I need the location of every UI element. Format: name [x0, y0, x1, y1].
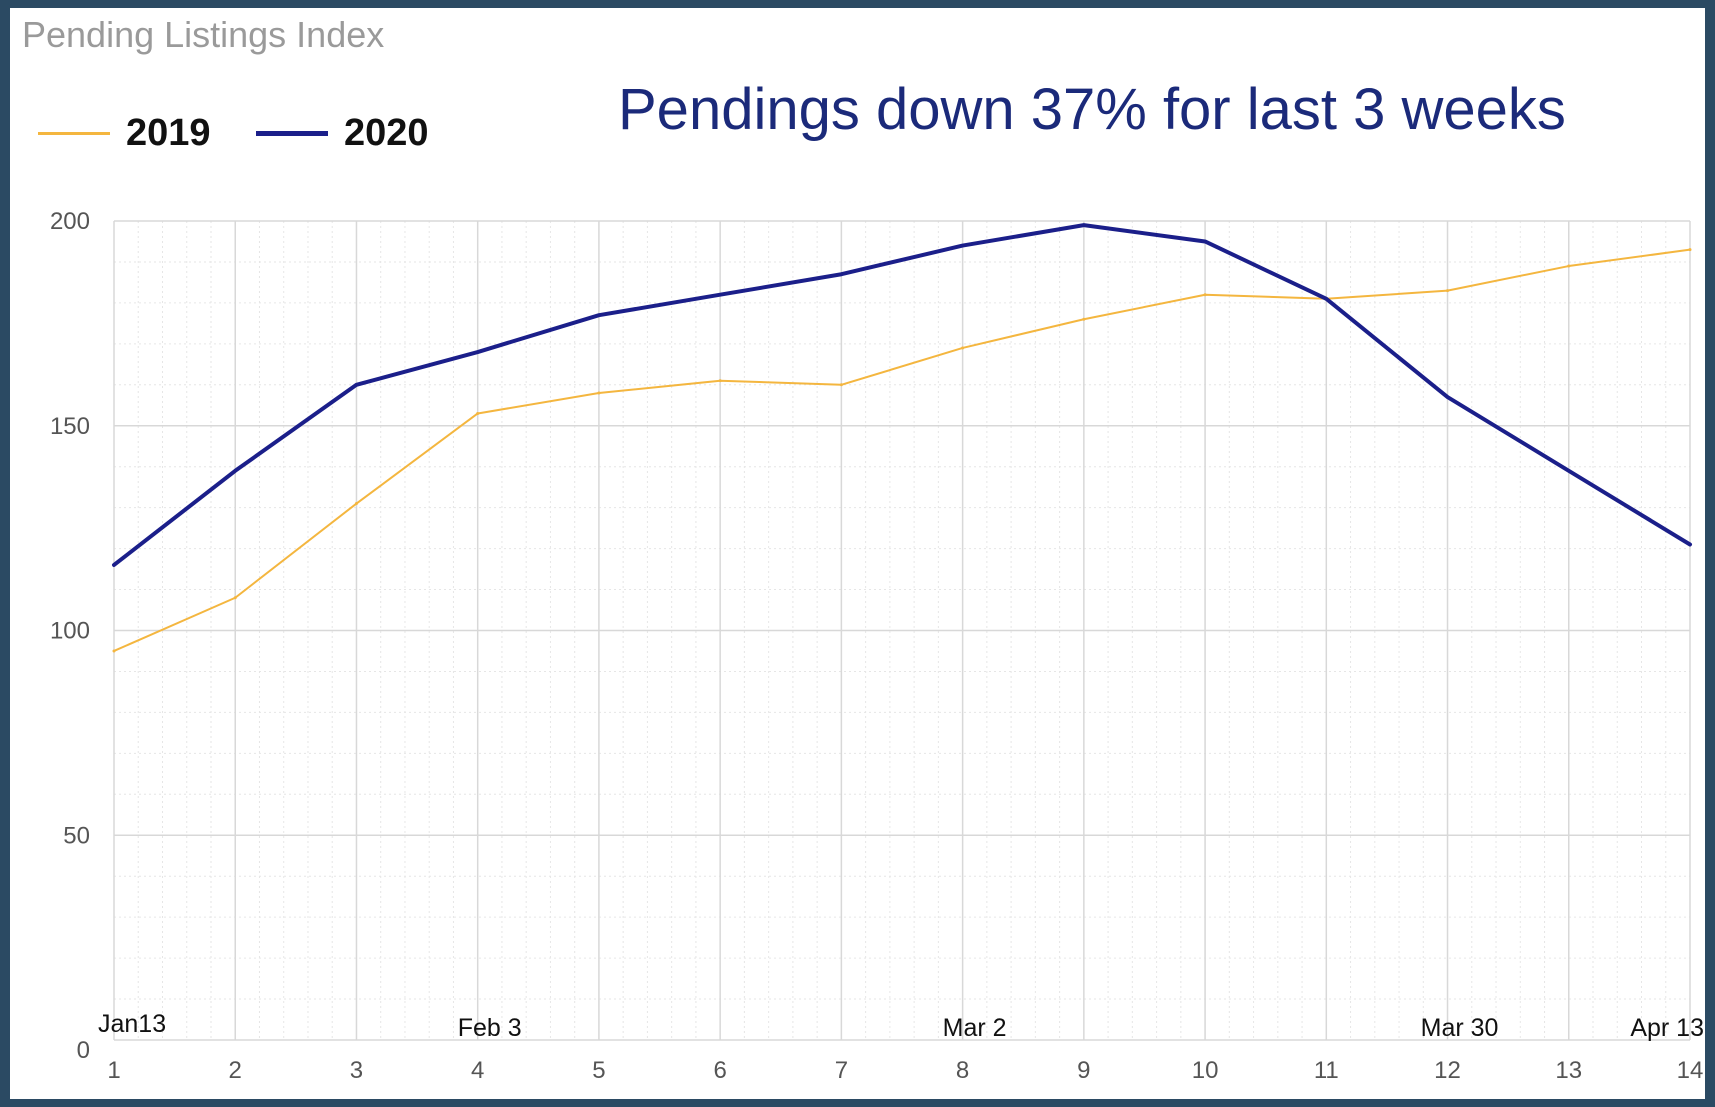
date-label: Mar 30	[1421, 1014, 1499, 1042]
minor-grid	[114, 221, 1690, 1040]
data-point-2019	[839, 383, 843, 387]
data-point-2020	[718, 293, 722, 297]
chart-title: Pending Listings Index	[22, 14, 385, 55]
legend-swatch-2019	[38, 132, 110, 135]
x-tick-label: 2	[229, 1057, 242, 1084]
x-tick-label: 9	[1077, 1057, 1090, 1084]
data-point-2020	[1446, 395, 1450, 399]
data-point-2019	[1203, 293, 1207, 297]
x-tick-label: 3	[350, 1057, 363, 1084]
data-point-2019	[1567, 264, 1571, 268]
series-line-2020	[112, 223, 1692, 567]
data-point-2019	[233, 596, 237, 600]
major-grid	[113, 220, 1691, 1041]
data-point-2020	[112, 563, 116, 567]
data-point-2020	[839, 272, 843, 276]
data-point-2020	[354, 383, 358, 387]
x-tick-label: 11	[1314, 1057, 1339, 1084]
y-tick-label: 150	[50, 413, 90, 440]
date-label: Mar 2	[943, 1014, 1007, 1042]
x-tick-label: 4	[471, 1057, 484, 1084]
x-tick-label: 12	[1434, 1057, 1461, 1084]
x-tick-label: 14	[1677, 1057, 1704, 1084]
data-point-2020	[476, 350, 480, 354]
date-label: Jan13	[98, 1010, 166, 1038]
x-tick-label: 5	[592, 1057, 605, 1084]
data-point-2019	[1446, 289, 1450, 293]
data-point-2020	[1688, 543, 1692, 547]
x-tick-label: 6	[713, 1057, 726, 1084]
data-point-2020	[1567, 469, 1571, 473]
legend-label-2019: 2019	[126, 112, 211, 154]
data-point-2019	[354, 502, 358, 506]
x-tick-label: 7	[835, 1057, 848, 1084]
data-point-2019	[718, 379, 722, 383]
chart-annotation: Pendings down 37% for last 3 weeks	[618, 77, 1566, 142]
data-point-2020	[1324, 297, 1328, 301]
data-point-2020	[1082, 223, 1086, 227]
data-point-2019	[112, 649, 116, 653]
x-tick-label: 8	[956, 1057, 969, 1084]
data-point-2020	[1203, 239, 1207, 243]
data-point-2019	[961, 346, 965, 350]
data-point-2020	[961, 244, 965, 248]
y-tick-label: 0	[77, 1037, 90, 1064]
data-point-2019	[476, 411, 480, 415]
date-label: Apr 13	[1630, 1014, 1704, 1042]
chart-frame: 0 50 100 150 200 1 2 3 4 5 6 7 8 9 10 11 12 13 14 Jan13 Feb …	[10, 8, 1705, 1099]
series-line-2019	[113, 248, 1691, 652]
data-point-2020	[233, 469, 237, 473]
legend-label-2020: 2020	[344, 112, 429, 154]
date-label: Feb 3	[458, 1014, 522, 1042]
y-tick-label: 50	[63, 822, 90, 849]
legend-swatch-2020	[256, 131, 328, 136]
series-layer	[112, 223, 1692, 653]
data-point-2019	[1688, 248, 1692, 252]
x-tick-label: 13	[1555, 1057, 1582, 1084]
data-point-2020	[597, 313, 601, 317]
data-point-2019	[597, 391, 601, 395]
x-tick-label: 1	[107, 1057, 120, 1084]
data-point-2019	[1082, 317, 1086, 321]
y-tick-label: 200	[50, 208, 90, 235]
x-tick-label: 10	[1192, 1057, 1219, 1084]
y-tick-label: 100	[50, 618, 90, 645]
